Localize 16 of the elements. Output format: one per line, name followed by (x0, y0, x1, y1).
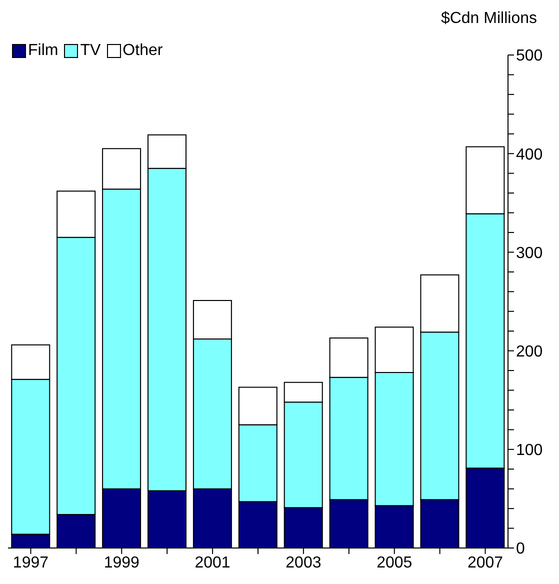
x-tick-label: 2005 (376, 554, 412, 572)
legend-label: Other (122, 42, 163, 60)
legend-label: Film (28, 42, 58, 60)
y-tick-label: 0 (516, 540, 525, 558)
x-tick-label: 2003 (286, 554, 322, 572)
y-axis-title: $Cdn Millions (440, 10, 537, 28)
x-tick-label: 2001 (194, 554, 230, 572)
y-tick-label: 400 (516, 146, 543, 164)
x-tick-label: 1997 (12, 554, 49, 572)
x-tick-label: 1999 (104, 554, 140, 572)
y-tick-label: 500 (516, 48, 543, 65)
x-tick-label: 2007 (467, 554, 504, 572)
legend-label: TV (80, 42, 101, 60)
y-tick-label: 200 (516, 343, 543, 360)
y-tick-label: 100 (516, 442, 543, 460)
y-tick-label: 300 (516, 244, 543, 262)
